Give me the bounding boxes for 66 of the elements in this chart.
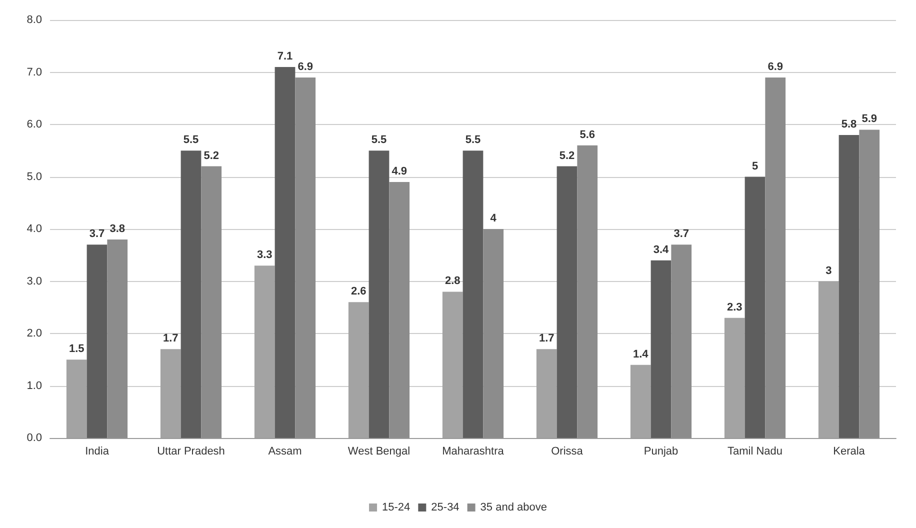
- x-tick-label: Kerala: [833, 446, 866, 458]
- bar: [462, 150, 484, 438]
- data-label: 5.5: [371, 134, 387, 146]
- bar: [483, 229, 504, 438]
- bar: [107, 239, 128, 438]
- y-tick-label: 1.0: [26, 380, 42, 392]
- y-tick-label: 7.0: [26, 66, 42, 78]
- bar: [765, 77, 786, 438]
- data-label: 3.8: [110, 222, 126, 235]
- bar: [650, 260, 672, 438]
- x-tick-label: Uttar Pradesh: [157, 446, 225, 458]
- data-label: 5.8: [841, 118, 857, 130]
- data-label: 1.5: [68, 343, 84, 356]
- x-tick-label: Assam: [268, 446, 302, 458]
- y-tick-label: 3.0: [26, 275, 42, 288]
- bar: [389, 182, 410, 438]
- data-label: 5.5: [183, 134, 199, 146]
- bar: [180, 150, 202, 438]
- data-label: 7.1: [277, 50, 293, 63]
- legend-label: 15-24: [382, 502, 410, 514]
- data-label: 6.9: [298, 60, 314, 73]
- bar: [671, 244, 692, 438]
- data-label: 5.9: [862, 113, 878, 126]
- bar: [274, 67, 296, 438]
- bar: [368, 150, 390, 438]
- x-tick-label: Punjab: [644, 446, 678, 458]
- data-label: 5.2: [559, 150, 575, 162]
- data-label: 5.5: [465, 134, 481, 146]
- data-label: 5.6: [580, 128, 596, 141]
- data-label: 3.7: [674, 228, 690, 240]
- y-tick-label: 2.0: [26, 328, 42, 340]
- bar: [201, 166, 222, 438]
- data-label: 5: [752, 160, 758, 172]
- data-label: 1.7: [162, 332, 178, 345]
- y-tick-label: 4.0: [26, 223, 42, 235]
- data-label: 4: [490, 212, 498, 224]
- data-label: 2.8: [444, 275, 460, 288]
- bar: [744, 176, 766, 438]
- x-tick-label: Maharashtra: [442, 446, 505, 458]
- data-label: 3.3: [256, 249, 272, 262]
- y-tick-label: 8.0: [26, 14, 42, 26]
- data-label: 1.7: [538, 332, 554, 345]
- x-tick-label: India: [85, 446, 110, 458]
- x-tick-label: West Bengal: [348, 446, 410, 458]
- y-tick-label: 6.0: [26, 118, 42, 130]
- bar: [295, 77, 316, 438]
- y-tick-label: 5.0: [26, 170, 42, 183]
- legend-label: 25-34: [431, 502, 460, 514]
- x-tick-label: Orissa: [551, 446, 584, 458]
- data-label: 5.2: [204, 150, 220, 162]
- data-label: 3.4: [653, 244, 670, 256]
- y-tick-label: 0.0: [26, 432, 42, 444]
- bar: [86, 244, 108, 438]
- x-tick-label: Tamil Nadu: [727, 446, 783, 458]
- data-label: 2.6: [350, 286, 366, 298]
- bar: [556, 166, 578, 438]
- data-label: 4.9: [392, 165, 408, 178]
- data-label: 2.3: [726, 301, 742, 314]
- data-label: 3.7: [89, 228, 105, 240]
- bar: [838, 134, 860, 438]
- bar: [859, 130, 880, 438]
- data-label: 1.4: [632, 348, 650, 360]
- bar: [577, 145, 598, 438]
- data-label: 6.9: [768, 60, 784, 73]
- data-label: 3: [826, 264, 832, 277]
- legend-label: 35 and above: [480, 502, 547, 514]
